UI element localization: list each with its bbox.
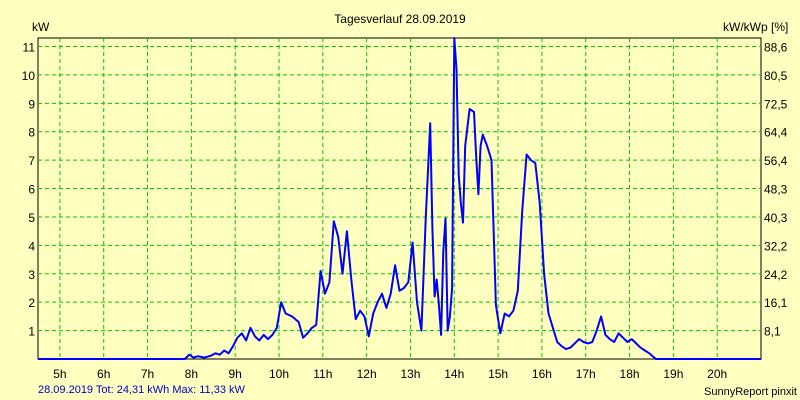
x-tick-label: 5h [53, 367, 66, 381]
y-right-tick-label: 16,1 [764, 296, 788, 310]
x-tick-label: 6h [97, 367, 110, 381]
x-tick-label: 16h [532, 367, 552, 381]
footer-summary: 28.09.2019 Tot: 24,31 kWh Max: 11,33 kW [38, 384, 245, 396]
y-left-tick-label: 6 [28, 183, 35, 197]
y-left-tick-label: 4 [28, 239, 35, 253]
y-right-tick-label: 48,3 [764, 183, 788, 197]
x-tick-label: 11h [313, 367, 332, 381]
chart-title: Tagesverlauf 28.09.2019 [334, 12, 466, 26]
x-tick-label: 12h [357, 367, 377, 381]
tick-labels: 5h 6h 7h 8h 9h 10h 11h 12h 13h 14h 15h 16h 17h 18h 19h… [22, 41, 788, 381]
left-axis-unit: kW [32, 20, 50, 34]
x-tick-label: 10h [269, 367, 289, 381]
series-layer [38, 37, 761, 360]
y-right-tick-label: 40,3 [764, 211, 788, 225]
x-tick-label: 17h [576, 367, 596, 381]
right-axis-unit: kW/kWp [%] [723, 20, 788, 34]
y-right-tick-label: 32,2 [764, 239, 788, 253]
y-right-tick-label: 8,1 [764, 325, 781, 339]
x-tick-label: 7h [141, 367, 154, 381]
y-left-tick-label: 3 [28, 268, 35, 282]
y-left-tick-label: 2 [28, 296, 35, 310]
y-right-tick-label: 72,5 [764, 97, 788, 111]
series-line [38, 37, 761, 360]
y-right-tick-label: 80,5 [764, 69, 788, 83]
y-right-tick-label: 56,4 [764, 154, 788, 168]
x-tick-label: 9h [229, 367, 242, 381]
x-tick-label: 13h [400, 367, 420, 381]
x-tick-label: 18h [620, 367, 640, 381]
y-left-tick-label: 11 [23, 41, 36, 55]
x-tick-label: 15h [488, 367, 508, 381]
y-right-tick-label: 24,2 [764, 268, 788, 282]
footer-credit: SunnyReport pinxit [704, 386, 797, 398]
y-right-tick-label: 88,6 [764, 41, 788, 55]
y-right-tick-label: 64,4 [764, 126, 788, 140]
y-left-tick-label: 9 [28, 97, 35, 111]
y-left-tick-label: 8 [28, 126, 35, 140]
x-tick-label: 19h [663, 367, 683, 381]
x-tick-label: 8h [185, 367, 198, 381]
y-left-tick-label: 1 [28, 325, 35, 339]
y-left-tick-label: 7 [28, 154, 35, 168]
y-left-tick-label: 5 [28, 211, 35, 225]
x-tick-label: 20h [707, 367, 727, 381]
grid [38, 38, 761, 359]
y-left-tick-label: 10 [22, 69, 36, 83]
x-tick-label: 14h [444, 367, 464, 381]
plot-area [37, 37, 762, 360]
